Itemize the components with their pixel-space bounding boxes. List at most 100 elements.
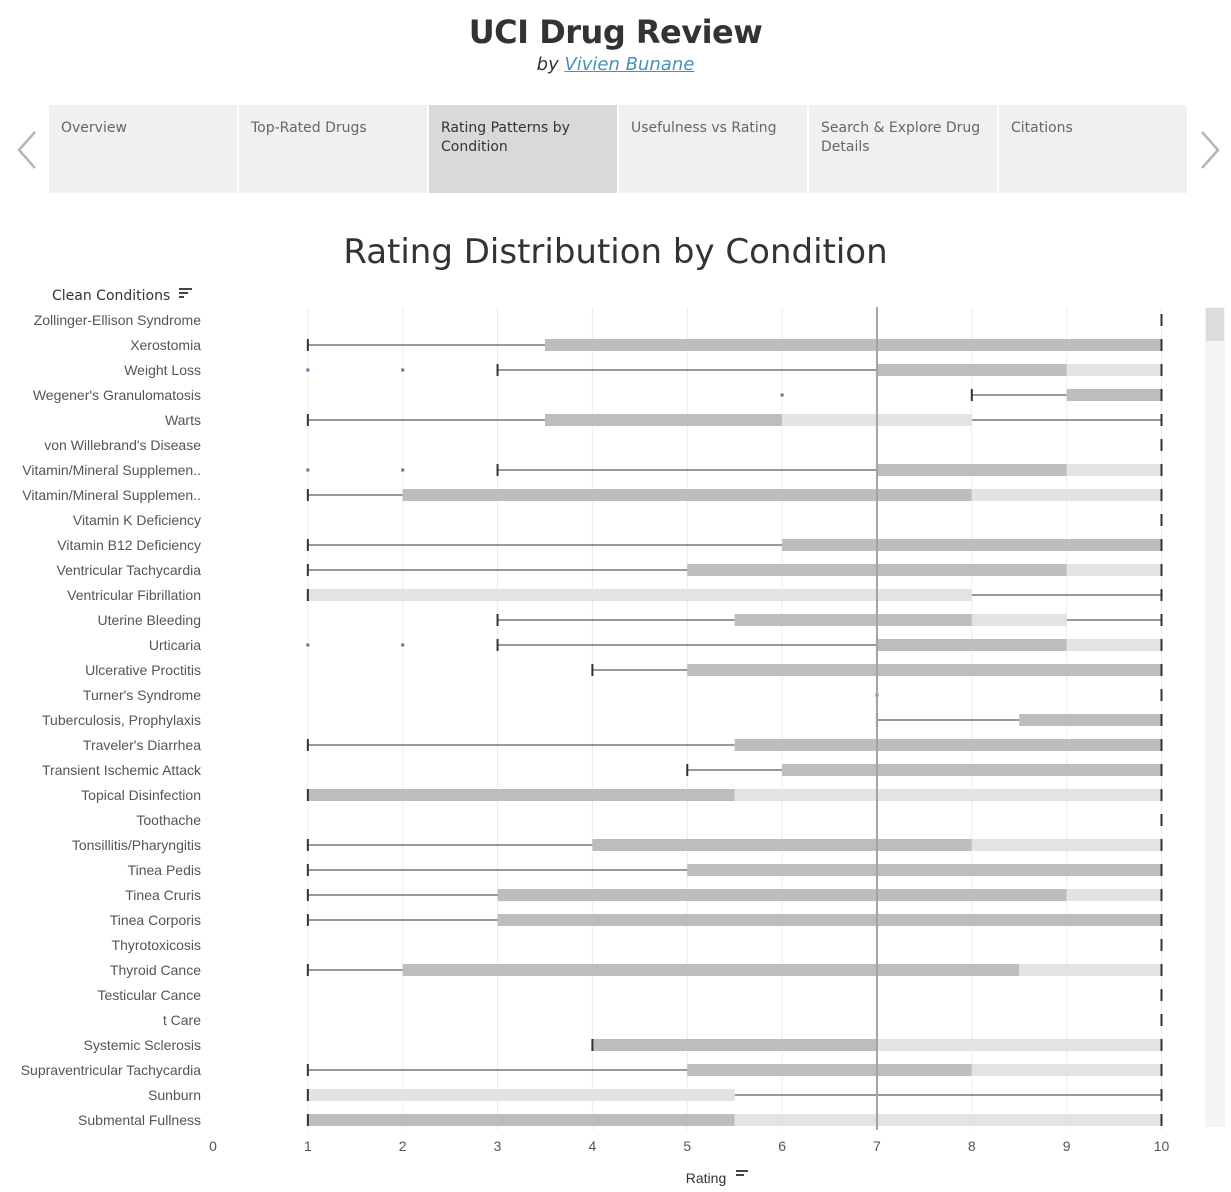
tab-usefulness-vs-rating[interactable]: Usefulness vs Rating [619, 105, 807, 193]
category-label: Vitamin/Mineral Supplemen.. [22, 487, 201, 503]
box-upper [1066, 464, 1162, 476]
box-row[interactable]: Vitamin/Mineral Supplemen.. [22, 462, 1163, 478]
box-lower [1066, 389, 1162, 401]
tab-rating-patterns-by-condition[interactable]: Rating Patterns by Condition [429, 105, 617, 193]
box-row[interactable]: Tonsillitis/Pharyngitis [72, 837, 1163, 853]
category-label: Thyrotoxicosis [112, 937, 201, 953]
category-label: Ventricular Tachycardia [57, 562, 202, 578]
box-row[interactable]: Vitamin/Mineral Supplemen.. [22, 487, 1163, 503]
box-lower [687, 864, 1162, 876]
x-tick-label: 6 [778, 1138, 786, 1154]
sort-descending-icon[interactable] [178, 288, 193, 304]
box-row[interactable]: Vitamin B12 Deficiency [57, 537, 1163, 553]
box-row[interactable]: Transient Ischemic Attack [42, 762, 1163, 778]
box-upper [1066, 364, 1162, 376]
box-row[interactable]: Tinea Cruris [125, 887, 1163, 903]
box-row[interactable]: Testicular Cance [98, 987, 1163, 1003]
box-row[interactable]: Thyroid Cance [110, 962, 1163, 978]
box-lower [782, 539, 1162, 551]
box-upper [734, 789, 1162, 801]
box-lower [402, 489, 972, 501]
box-lower [876, 464, 1067, 476]
box-upper [971, 839, 1162, 851]
box-row[interactable]: Ventricular Tachycardia [57, 562, 1163, 578]
box-row[interactable]: Supraventricular Tachycardia [21, 1062, 1163, 1078]
x-tick-label: 7 [873, 1138, 881, 1154]
chart-scrollbar-thumb[interactable] [1206, 308, 1224, 341]
y-axis-label: Clean Conditions [52, 288, 171, 304]
category-label: Tinea Corporis [110, 912, 201, 928]
y-axis-header[interactable]: Clean Conditions [52, 288, 193, 304]
tab-top-rated-drugs[interactable]: Top-Rated Drugs [239, 105, 427, 193]
category-label: Tuberculosis, Prophylaxis [42, 712, 201, 728]
author-link[interactable]: Vivien Bunane [564, 54, 695, 75]
box-row[interactable]: Wegener's Granulomatosis [33, 387, 1163, 403]
category-label: Traveler's Diarrhea [83, 737, 201, 753]
tab-citations[interactable]: Citations [999, 105, 1187, 193]
box-row[interactable]: Traveler's Diarrhea [83, 737, 1163, 753]
box-row[interactable]: Systemic Sclerosis [84, 1037, 1163, 1053]
box-upper [307, 1089, 735, 1101]
box-row[interactable]: Urticaria [149, 637, 1163, 653]
box-lower [544, 339, 1162, 351]
category-label: Toothache [136, 812, 201, 828]
box-lower [687, 664, 1162, 676]
box-row[interactable]: Vitamin K Deficiency [73, 512, 1163, 528]
box-row[interactable]: t Care [163, 1012, 1163, 1028]
box-lower [592, 839, 972, 851]
box-upper [876, 1039, 1162, 1051]
box-row[interactable]: Xerostomia [130, 337, 1163, 353]
box-row[interactable]: Zollinger-Ellison Syndrome [34, 312, 1163, 328]
box-row[interactable]: Tinea Pedis [128, 862, 1163, 878]
box-lower [307, 789, 735, 801]
category-label: Vitamin K Deficiency [73, 512, 201, 528]
box-row[interactable]: von Willebrand's Disease [44, 437, 1163, 453]
x-tick-label: 2 [399, 1138, 407, 1154]
byline: by Vivien Bunane [0, 54, 1231, 76]
box-row[interactable]: Topical Disinfection [81, 787, 1163, 803]
box-lower [592, 1039, 877, 1051]
box-row[interactable]: Weight Loss [124, 362, 1163, 378]
prev-story-point-button[interactable] [15, 128, 39, 172]
x-tick-label: 0 [209, 1138, 217, 1154]
category-label: Urticaria [149, 637, 201, 653]
box-row[interactable]: Ventricular Fibrillation [67, 587, 1163, 603]
category-label: Wegener's Granulomatosis [33, 387, 201, 403]
next-story-point-button[interactable] [1198, 128, 1222, 172]
category-label: Sunburn [148, 1087, 201, 1103]
dashboard-title: UCI Drug Review [468, 13, 763, 51]
box-lower [497, 889, 1067, 901]
x-tick-label: 8 [968, 1138, 976, 1154]
box-row[interactable]: Tinea Corporis [110, 912, 1163, 928]
dashboard-header: UCI Drug Review by Vivien Bunane [0, 10, 1231, 76]
box-lower [876, 639, 1067, 651]
box-row[interactable]: Uterine Bleeding [97, 612, 1163, 628]
box-upper [1019, 964, 1162, 976]
category-label: von Willebrand's Disease [44, 437, 201, 453]
category-label: Topical Disinfection [81, 787, 201, 803]
box-row[interactable]: Turner's Syndrome [83, 687, 1163, 703]
boxplot-chart[interactable]: Zollinger-Ellison Syndrome Xerostomia Weig… [0, 300, 1231, 1192]
box-row[interactable]: Submental Fullness [78, 1112, 1163, 1128]
box-row[interactable]: Thyrotoxicosis [112, 937, 1163, 953]
tab-search-explore-drug-details[interactable]: Search & Explore Drug Details [809, 105, 997, 193]
box-upper [734, 1114, 1162, 1126]
category-label: Turner's Syndrome [83, 687, 201, 703]
box-upper [971, 614, 1067, 626]
box-upper [1066, 639, 1162, 651]
box-row[interactable]: Ulcerative Proctitis [85, 662, 1163, 678]
chart-scrollbar[interactable] [1205, 307, 1225, 1127]
outlier-point [401, 643, 405, 647]
tab-overview[interactable]: Overview [49, 105, 237, 193]
box-row[interactable]: Toothache [136, 812, 1163, 828]
x-axis-sort-icon [736, 1170, 748, 1176]
category-label: t Care [163, 1012, 201, 1028]
box-row[interactable]: Sunburn [148, 1087, 1163, 1103]
box-lower [687, 1064, 972, 1076]
box-row[interactable]: Tuberculosis, Prophylaxis [42, 712, 1163, 728]
category-label: Uterine Bleeding [97, 612, 201, 628]
box-row[interactable]: Warts [165, 412, 1163, 428]
category-label: Ventricular Fibrillation [67, 587, 201, 603]
x-tick-label: 10 [1154, 1138, 1170, 1154]
box-lower [544, 414, 783, 426]
